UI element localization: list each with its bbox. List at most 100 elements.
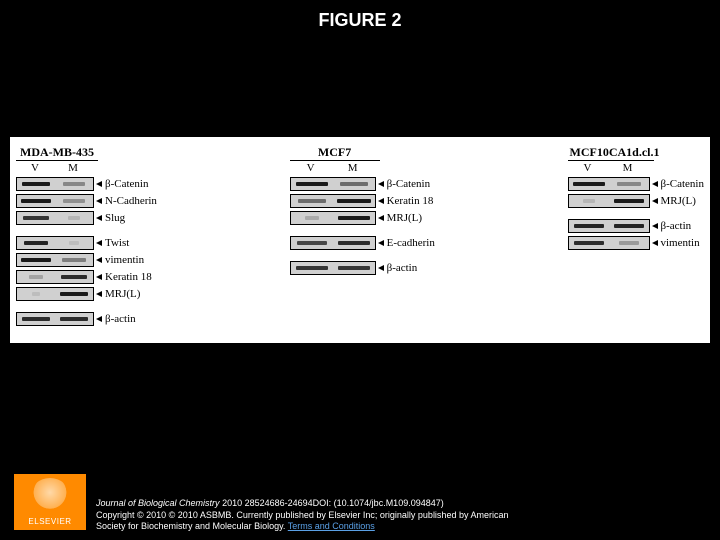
blot-row: Twist xyxy=(16,236,157,250)
blot-row: MRJ(L) xyxy=(290,211,435,225)
blot-row: N-Cadherin xyxy=(16,194,157,208)
blot-band xyxy=(60,317,88,321)
blot-band xyxy=(296,182,328,186)
blot-band xyxy=(22,182,50,186)
blot-band xyxy=(614,199,644,203)
protein-label: vimentin xyxy=(94,254,144,266)
protein-label: β-Catenin xyxy=(376,178,430,190)
protein-label: β-actin xyxy=(94,313,136,325)
terms-link[interactable]: Terms and Conditions xyxy=(288,521,375,531)
blot-strip xyxy=(290,194,376,208)
blot-lane xyxy=(333,178,375,190)
blot-band xyxy=(68,216,80,220)
blot-band xyxy=(32,292,40,296)
blot-strip xyxy=(16,194,94,208)
blot-row: vimentin xyxy=(16,253,157,267)
western-blot-figure: MDA-MB-435VMβ-CateninN-CadherinSlugTwist… xyxy=(10,137,710,343)
blot-band xyxy=(617,182,641,186)
blot-lane xyxy=(55,254,93,266)
blot-strip xyxy=(16,312,94,326)
blot-band xyxy=(24,241,48,245)
blot-row: β-actin xyxy=(568,219,704,233)
blot-strip xyxy=(568,219,650,233)
blot-lane xyxy=(55,212,93,224)
blot-row: E-cadherin xyxy=(290,236,435,250)
blot-strip xyxy=(290,211,376,225)
protein-label: β-actin xyxy=(650,220,692,232)
blot-panel: MCF7VMβ-CateninKeratin 18MRJ(L)E-cadheri… xyxy=(290,145,435,329)
blot-lane xyxy=(55,288,93,300)
blot-row: Keratin 18 xyxy=(290,194,435,208)
citation-text: 2010 28524686-24694DOI: (10.1074/jbc.M10… xyxy=(220,498,444,508)
copyright-line-2: Society for Biochemistry and Molecular B… xyxy=(96,521,288,531)
lane-label: M xyxy=(54,162,92,174)
blot-row: β-actin xyxy=(290,261,435,275)
group-spacer xyxy=(16,304,157,312)
blot-row: Slug xyxy=(16,211,157,225)
blot-strip xyxy=(290,236,376,250)
blot-lane xyxy=(55,237,93,249)
blot-lane xyxy=(17,212,55,224)
blot-lane xyxy=(55,178,93,190)
protein-label: Twist xyxy=(94,237,129,249)
protein-label: MRJ(L) xyxy=(376,212,422,224)
blot-lane xyxy=(17,288,55,300)
blot-band xyxy=(583,199,595,203)
blot-lane xyxy=(333,237,375,249)
blot-band xyxy=(338,241,370,245)
group-spacer xyxy=(16,228,157,236)
panel-header: MDA-MB-435 xyxy=(16,145,98,161)
blot-band xyxy=(338,266,370,270)
blot-row: MRJ(L) xyxy=(16,287,157,301)
citation-footer: Journal of Biological Chemistry 2010 285… xyxy=(0,498,720,532)
protein-label: vimentin xyxy=(650,237,700,249)
blot-band xyxy=(69,241,79,245)
blot-lane xyxy=(55,313,93,325)
protein-label: E-cadherin xyxy=(376,237,435,249)
protein-label: Keratin 18 xyxy=(376,195,434,207)
blot-band xyxy=(337,199,371,203)
blot-band xyxy=(305,216,319,220)
blot-lane xyxy=(291,262,333,274)
blot-lane xyxy=(17,254,55,266)
blot-band xyxy=(23,216,49,220)
lane-labels: VM xyxy=(568,162,704,174)
blot-band xyxy=(614,224,644,228)
blot-row: vimentin xyxy=(568,236,704,250)
blot-lane xyxy=(291,212,333,224)
blot-lane xyxy=(291,195,333,207)
blot-lane xyxy=(291,237,333,249)
blot-row: β-Catenin xyxy=(568,177,704,191)
copyright-line-1: Copyright © 2010 © 2010 ASBMB. Currently… xyxy=(96,510,720,521)
protein-label: MRJ(L) xyxy=(94,288,140,300)
blot-band xyxy=(63,182,85,186)
lane-labels: VM xyxy=(16,162,157,174)
blot-lane xyxy=(291,178,333,190)
blot-band xyxy=(619,241,639,245)
blot-lane xyxy=(333,195,375,207)
blot-strip xyxy=(290,177,376,191)
blot-strip xyxy=(568,194,650,208)
blot-lane xyxy=(55,195,93,207)
lane-label: V xyxy=(16,162,54,174)
blot-band xyxy=(338,216,370,220)
blot-lane xyxy=(17,195,55,207)
blot-lane xyxy=(333,212,375,224)
blot-lane xyxy=(333,262,375,274)
blot-band xyxy=(298,199,326,203)
blot-lane xyxy=(609,195,649,207)
blot-band xyxy=(29,275,43,279)
blot-band xyxy=(22,317,50,321)
blot-band xyxy=(60,292,88,296)
lane-label: V xyxy=(290,162,332,174)
blot-row: β-actin xyxy=(16,312,157,326)
blot-band xyxy=(61,275,87,279)
group-spacer xyxy=(290,228,435,236)
blot-band xyxy=(340,182,368,186)
panel-header: MCF7 xyxy=(290,145,380,161)
blot-band xyxy=(574,224,604,228)
protein-label: β-Catenin xyxy=(94,178,148,190)
blot-row: β-Catenin xyxy=(16,177,157,191)
blot-band xyxy=(63,199,85,203)
blot-lane xyxy=(55,271,93,283)
